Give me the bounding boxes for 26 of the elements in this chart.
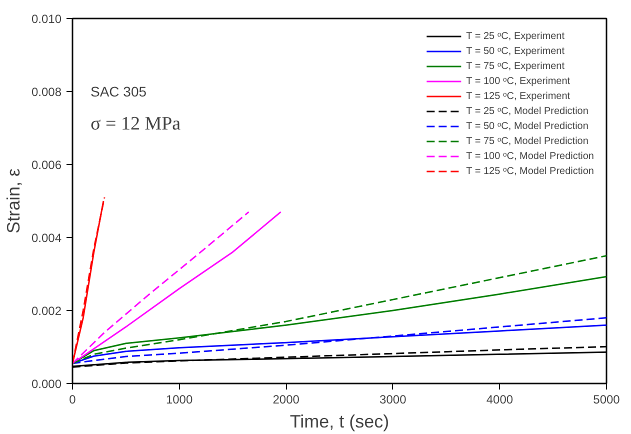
- y-tick-label: 0.000: [31, 377, 62, 391]
- legend-label: T = 75 ᵒC, Experiment: [466, 60, 565, 72]
- x-tick-label: 4000: [486, 392, 514, 406]
- y-tick-label: 0.006: [31, 158, 62, 172]
- y-tick-label: 0.008: [31, 85, 62, 99]
- x-tick-label: 1000: [166, 392, 193, 406]
- x-tick-label: 0: [69, 392, 76, 406]
- x-tick-label: 3000: [380, 392, 407, 406]
- legend-label: T = 25 ᵒC, Experiment: [466, 30, 565, 42]
- x-axis-title: Time, t (sec): [290, 412, 390, 432]
- legend-label: T = 50 ᵒC, Experiment: [466, 45, 565, 57]
- legend-label: T = 125 ᵒC, Experiment: [466, 90, 570, 102]
- y-tick-label: 0.004: [31, 231, 62, 245]
- legend-label: T = 100 ᵒC, Experiment: [466, 75, 570, 87]
- legend-label: T = 25 ᵒC, Model Prediction: [466, 105, 588, 117]
- legend-label: T = 100 ᵒC, Model Prediction: [466, 150, 594, 162]
- y-axis-title: Strain, ε: [3, 168, 24, 234]
- y-tick-label: 0.002: [31, 304, 62, 318]
- y-tick-label: 0.010: [31, 12, 62, 26]
- x-tick-label: 2000: [272, 392, 300, 406]
- annotation: SAC 305: [90, 84, 147, 100]
- legend-label: T = 125 ᵒC, Model Prediction: [466, 165, 594, 177]
- annotation: σ = 12 MPa: [90, 114, 182, 134]
- x-tick-label: 5000: [593, 392, 620, 406]
- legend-label: T = 50 ᵒC, Model Prediction: [466, 120, 588, 132]
- legend-label: T = 75 ᵒC, Model Prediction: [466, 135, 588, 147]
